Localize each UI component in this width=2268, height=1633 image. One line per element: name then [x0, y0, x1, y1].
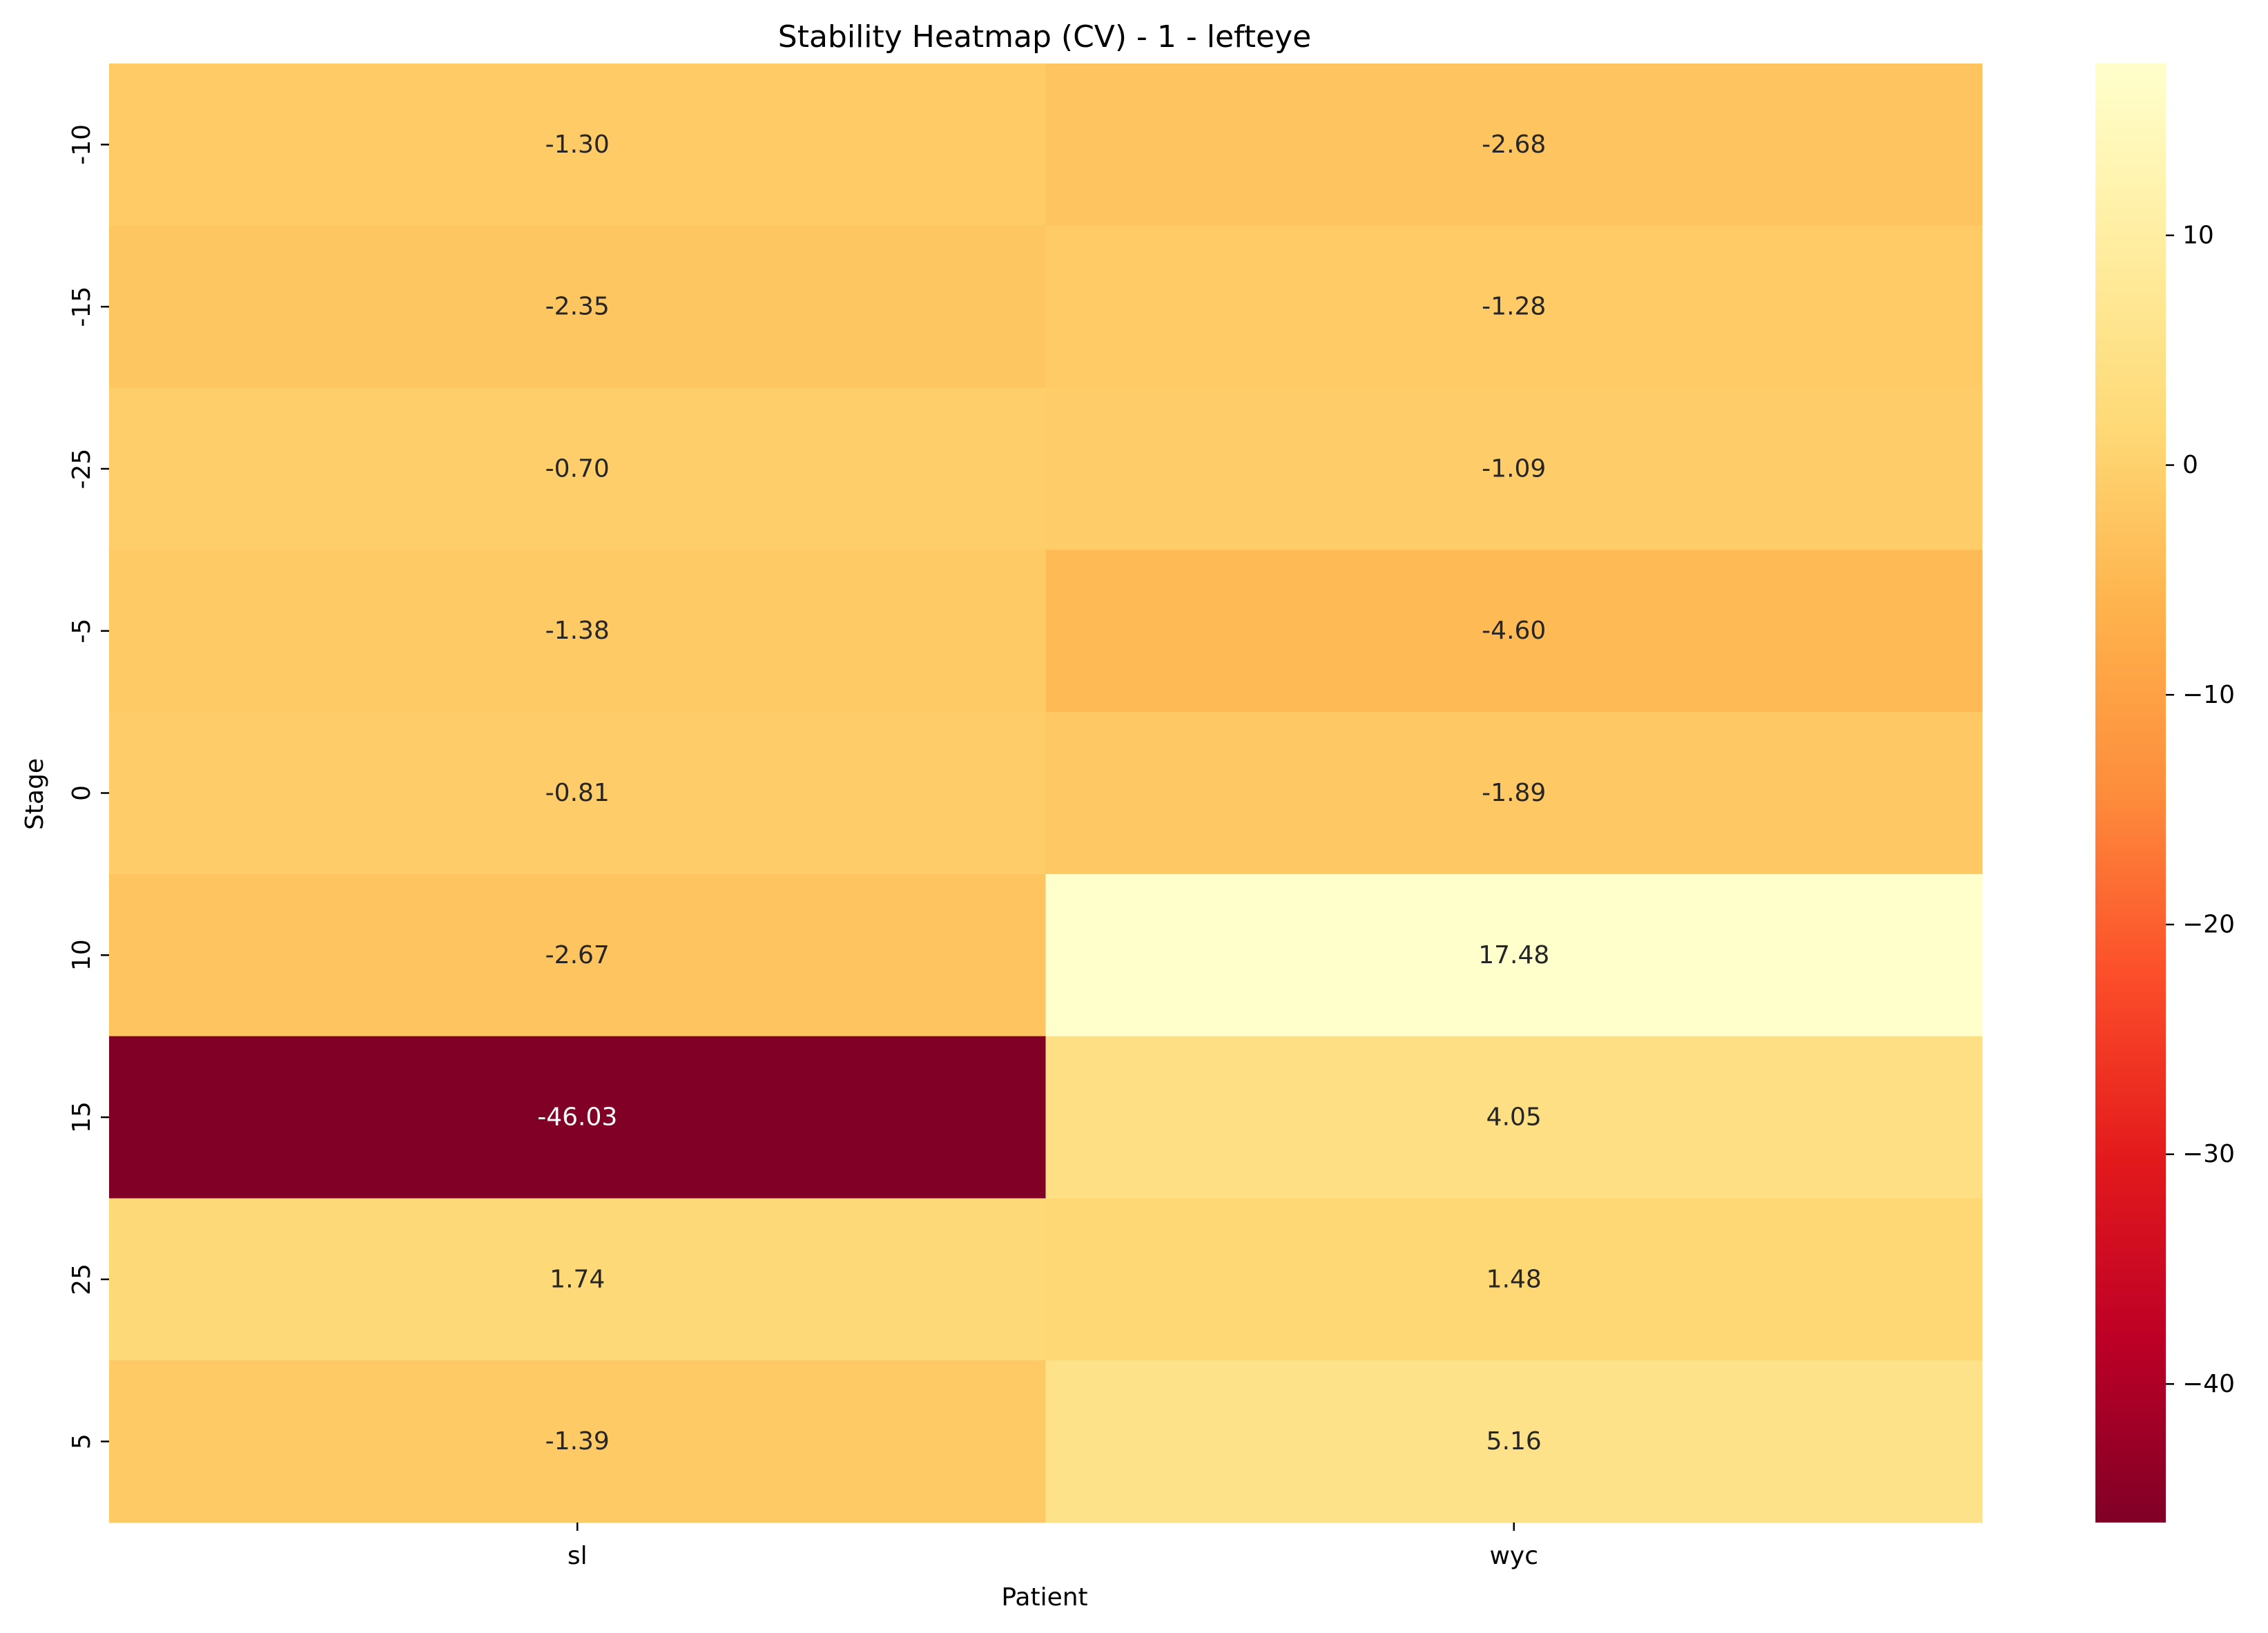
heatmap-cell [109, 64, 1046, 226]
cell-value-label: -1.28 [1482, 293, 1546, 321]
cell-value-label: -1.39 [545, 1427, 610, 1456]
heatmap-cell [1045, 1036, 1983, 1199]
cell-value-label: -1.89 [1482, 779, 1546, 807]
y-tick-label: 10 [68, 939, 96, 971]
cell-value-label: 4.05 [1486, 1103, 1542, 1132]
cell-value-label: -1.09 [1482, 454, 1546, 483]
heatmap-cell [1045, 1360, 1983, 1523]
heatmap-cell [1045, 873, 1983, 1037]
colorbar-tick-label: −20 [2182, 910, 2235, 938]
y-tick-label: -25 [68, 449, 96, 490]
heatmap-cell [109, 873, 1046, 1037]
heatmap-cell [1045, 225, 1983, 389]
cell-value-label: -1.30 [545, 131, 610, 159]
colorbar-tick-label: 10 [2182, 221, 2214, 249]
cell-value-label: 17.48 [1478, 941, 1549, 969]
cell-value-label: 1.48 [1486, 1265, 1542, 1293]
y-tick-label: -10 [68, 124, 96, 165]
heatmap-cell [109, 550, 1046, 713]
cell-value-label: 1.74 [550, 1265, 605, 1293]
heatmap-cell [109, 1198, 1046, 1361]
heatmap-cell [109, 387, 1046, 550]
heatmap-cell [1045, 712, 1983, 875]
y-tick-label: -5 [68, 619, 96, 644]
cell-value-label: -1.38 [545, 617, 610, 645]
heatmap-cell [1045, 550, 1983, 713]
heatmap-cell [109, 225, 1046, 389]
x-tick-label: sl [568, 1542, 588, 1570]
y-tick-label: -15 [68, 287, 96, 327]
cell-value-label: -0.81 [545, 779, 610, 807]
chart-title: Stability Heatmap (CV) - 1 - lefteye [778, 19, 1311, 55]
cell-value-label: -4.60 [1482, 617, 1546, 645]
colorbar-tick-label: 0 [2182, 451, 2198, 479]
heatmap-cell [1045, 64, 1983, 226]
heatmap-cell [109, 1360, 1046, 1523]
cell-value-label: -46.03 [537, 1103, 617, 1132]
colorbar-axis: 10 0 −10 −20 −30 −40 [2166, 221, 2235, 1398]
cell-value-label: -2.68 [1482, 131, 1546, 159]
colorbar [2095, 64, 2166, 1523]
y-axis: -10 -15 -25 -5 0 10 15 25 5 [68, 124, 109, 1449]
heatmap-cell [1045, 387, 1983, 550]
heatmap-cell [1045, 1198, 1983, 1361]
heatmap-cell-labels: -1.30 -2.68 -2.35 -1.28 -0.70 -1.09 -1.38 -4.60… [537, 131, 1549, 1456]
x-tick-label: wyc [1489, 1542, 1538, 1570]
cell-value-label: -0.70 [545, 454, 610, 483]
colorbar-tick-label: −30 [2182, 1140, 2235, 1168]
cell-value-label: -2.35 [545, 293, 610, 321]
y-tick-label: 0 [68, 785, 96, 801]
x-axis: sl wyc [568, 1523, 1538, 1570]
colorbar-tick-label: −40 [2182, 1370, 2235, 1398]
y-axis-label: Stage [21, 758, 49, 830]
heatmap-cell [109, 1036, 1046, 1199]
x-axis-label: Patient [1001, 1583, 1087, 1612]
y-tick-label: 5 [68, 1433, 96, 1449]
colorbar-tick-label: −10 [2182, 681, 2235, 709]
heatmap-cell [109, 712, 1046, 875]
heatmap-cells [109, 64, 1983, 1523]
y-tick-label: 25 [68, 1264, 96, 1295]
y-tick-label: 15 [68, 1101, 96, 1133]
cell-value-label: 5.16 [1486, 1427, 1542, 1456]
cell-value-label: -2.67 [545, 941, 610, 969]
